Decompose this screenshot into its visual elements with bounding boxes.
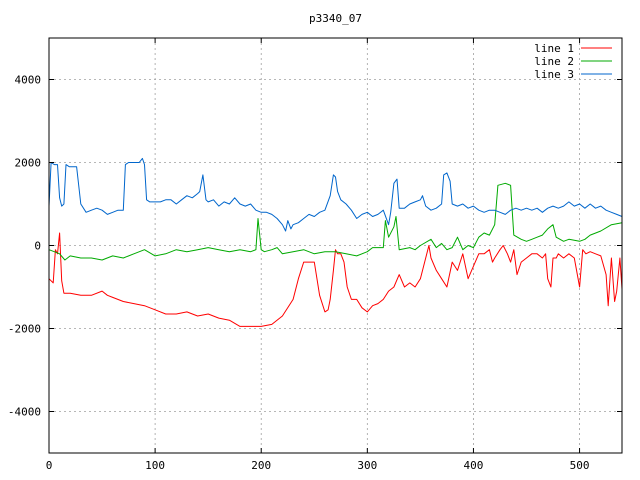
grid [49, 38, 622, 453]
y-tick-label: -2000 [8, 323, 41, 336]
x-tick-label: 500 [570, 459, 590, 472]
x-tick-label: 300 [357, 459, 377, 472]
chart-title: p3340_07 [309, 12, 362, 25]
x-tick-label: 200 [251, 459, 271, 472]
x-tick-label: 100 [145, 459, 165, 472]
series-line-3 [48, 157, 623, 232]
series-line-2 [48, 182, 623, 261]
y-tick-label: 2000 [15, 157, 42, 170]
series-line-1 [48, 232, 623, 327]
legend-label-1: line 1 [534, 42, 574, 55]
legend-label-3: line 3 [534, 68, 574, 81]
x-tick-label: 400 [464, 459, 484, 472]
y-tick-label: 4000 [15, 74, 42, 87]
y-tick-label: 0 [34, 240, 41, 253]
y-tick-label: -4000 [8, 406, 41, 419]
axes: 0 100 200 300 400 500 -4000 -2000 0 2000 4000 [8, 38, 622, 472]
x-tick-label: 0 [46, 459, 53, 472]
legend-label-2: line 2 [534, 55, 574, 68]
series-lines [48, 157, 623, 327]
